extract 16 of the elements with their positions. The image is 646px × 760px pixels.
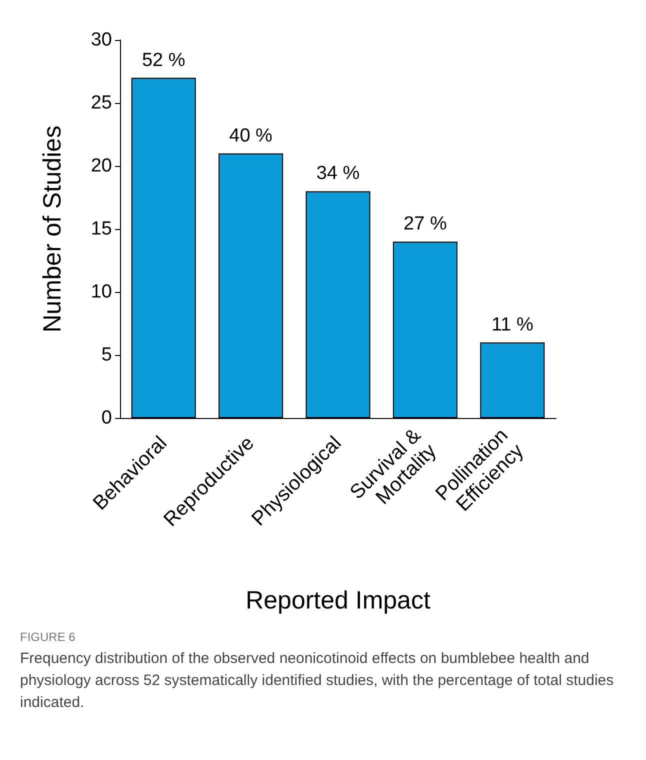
y-tick-label: 30 bbox=[90, 30, 112, 50]
y-axis-title: Number of Studies bbox=[38, 125, 66, 333]
x-axis-title: Reported Impact bbox=[246, 586, 430, 614]
y-tick-label: 25 bbox=[90, 92, 112, 114]
text: Frequency distribution of the observed neonicotinoid effects on bumblebee health and physiology across 52 systematically identified studies, with the percentage of total studies indicated. bbox=[20, 649, 615, 713]
caption: FIGURE 6 bbox=[20, 630, 76, 644]
y-tick-label: 0 bbox=[101, 408, 112, 428]
y-tick-label: 15 bbox=[90, 218, 112, 240]
y-tick-label: 5 bbox=[101, 344, 112, 366]
annotation: 11 % bbox=[491, 314, 534, 336]
y-tick-label: 10 bbox=[90, 282, 112, 302]
annotation: 34 % bbox=[316, 163, 360, 184]
annotation: 27 % bbox=[404, 214, 447, 235]
annotation: 40 % bbox=[229, 125, 273, 146]
y-tick-label: 20 bbox=[90, 156, 112, 176]
annotation: 52 % bbox=[142, 50, 186, 71]
